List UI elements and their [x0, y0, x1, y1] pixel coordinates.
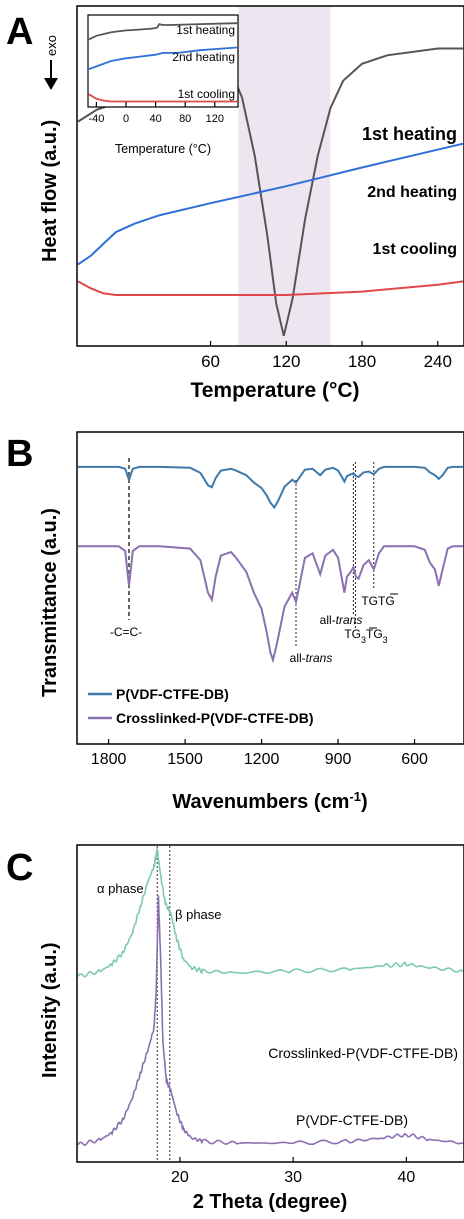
panel-b-frame	[76, 431, 464, 745]
inset-label-1st-heating: 1st heating	[176, 23, 235, 37]
annotation-alpha-phase: α phase	[97, 881, 144, 896]
panel-c-letter: C	[6, 847, 33, 889]
series-crosslinked-xrd	[77, 847, 464, 978]
panel-c-xticks: 20 30 40	[171, 1157, 415, 1186]
inset-x-tick-label: -40	[88, 113, 104, 125]
inset-series-1st-heating	[88, 22, 238, 41]
panel-b-reference-lines	[127, 458, 375, 648]
panel-b-xticks: 1800 1500 1200 900 600	[91, 739, 428, 768]
series-label-pristine: P(VDF-CTFE-DB)	[296, 1112, 408, 1128]
panel-c-ylabel: Intensity (a.u.)	[39, 942, 61, 1078]
series-pristine-xrd	[77, 895, 464, 1147]
inset-series-1st-cooling	[88, 93, 237, 103]
series-label-2nd-heating: 2nd heating	[367, 184, 457, 201]
panel-b-x-tick-label: 1200	[244, 751, 280, 768]
panel-a-x-tick-label: 240	[424, 352, 452, 371]
series-crosslinked	[78, 545, 463, 664]
panel-a-xlabel: Temperature (°C)	[190, 379, 359, 402]
series-label-1st-cooling: 1st cooling	[373, 241, 457, 258]
panel-a-x-tick-label: 120	[272, 352, 300, 371]
panel-b-letter: B	[6, 433, 33, 475]
legend-label-pristine: P(VDF-CTFE-DB)	[116, 686, 229, 702]
series-pristine	[78, 465, 463, 510]
panel-a-x-tick-label: 180	[348, 352, 376, 371]
exo-arrow-icon	[44, 60, 58, 90]
panel-c-x-tick-label: 40	[397, 1169, 415, 1186]
series-label-crosslinked: Crosslinked-P(VDF-CTFE-DB)	[268, 1045, 458, 1061]
annotation-tg3tg3: TG3TG3	[344, 627, 387, 645]
exo-label: exo	[44, 35, 59, 56]
inset-x-tick-label: 0	[123, 113, 129, 125]
inset-xlabel: Temperature (°C)	[115, 142, 211, 156]
series-label-1st-heating: 1st heating	[362, 124, 457, 144]
annotation-all-trans-1: all-trans	[290, 651, 333, 665]
panel-c-x-tick-label: 20	[171, 1169, 189, 1186]
panel-b-ylabel: Transmittance (a.u.)	[39, 508, 61, 697]
inset-plot	[88, 22, 238, 103]
panel-c-reference-lines	[156, 846, 171, 1161]
inset-xticks: -40 0 40 80 120	[88, 102, 224, 125]
legend: P(VDF-CTFE-DB) Crosslinked-P(VDF-CTFE-DB…	[88, 686, 314, 726]
panel-b-plot	[78, 465, 463, 664]
panel-c-frame	[76, 844, 464, 1163]
panel-c-plot	[77, 847, 464, 1147]
annotation-tgtg: TGTG	[361, 594, 394, 608]
panel-b: 1800 1500 1200 900 600 B Transmittance (a.u.…	[6, 431, 464, 814]
panel-a-xticks: 60 120 180 240	[201, 341, 452, 371]
panel-b-x-tick-label: 600	[401, 751, 428, 768]
panel-a-letter: A	[6, 11, 33, 53]
inset-label-2nd-heating: 2nd heating	[172, 50, 235, 64]
panel-b-x-tick-label: 900	[325, 751, 352, 768]
inset-label-1st-cooling: 1st cooling	[178, 87, 235, 101]
panel-b-x-tick-label: 1500	[167, 751, 203, 768]
series-2nd-heating	[77, 142, 464, 266]
panel-a: -40 0 40 80 120 1st heating 2nd heating 1st …	[6, 5, 464, 402]
inset-series-2nd-heating	[88, 46, 238, 70]
panel-c-x-tick-label: 30	[284, 1169, 302, 1186]
panel-a-frame	[76, 5, 464, 347]
series-1st-cooling	[77, 280, 464, 296]
panel-b-x-tick-label: 1800	[91, 751, 127, 768]
panel-c: 20 30 40 C Intensity (a.u.) α phase β phas…	[6, 844, 464, 1213]
legend-label-crosslinked: Crosslinked-P(VDF-CTFE-DB)	[116, 710, 314, 726]
panel-c-xlabel: 2 Theta (degree)	[193, 1191, 347, 1213]
inset-x-tick-label: 80	[179, 113, 191, 125]
annotation-beta-phase: β phase	[175, 907, 222, 922]
inset-x-tick-label: 120	[206, 113, 224, 125]
panel-a-x-tick-label: 60	[201, 352, 220, 371]
annotation-all-trans-2: all-trans	[320, 613, 363, 627]
annotation-ccbond: -C=C-	[110, 625, 142, 639]
panel-a-ylabel: Heat flow (a.u.)	[39, 120, 61, 262]
panel-b-xlabel: Wavenumbers (cm-1)	[172, 789, 367, 814]
inset-x-tick-label: 40	[149, 113, 161, 125]
highlight-band	[238, 6, 331, 346]
